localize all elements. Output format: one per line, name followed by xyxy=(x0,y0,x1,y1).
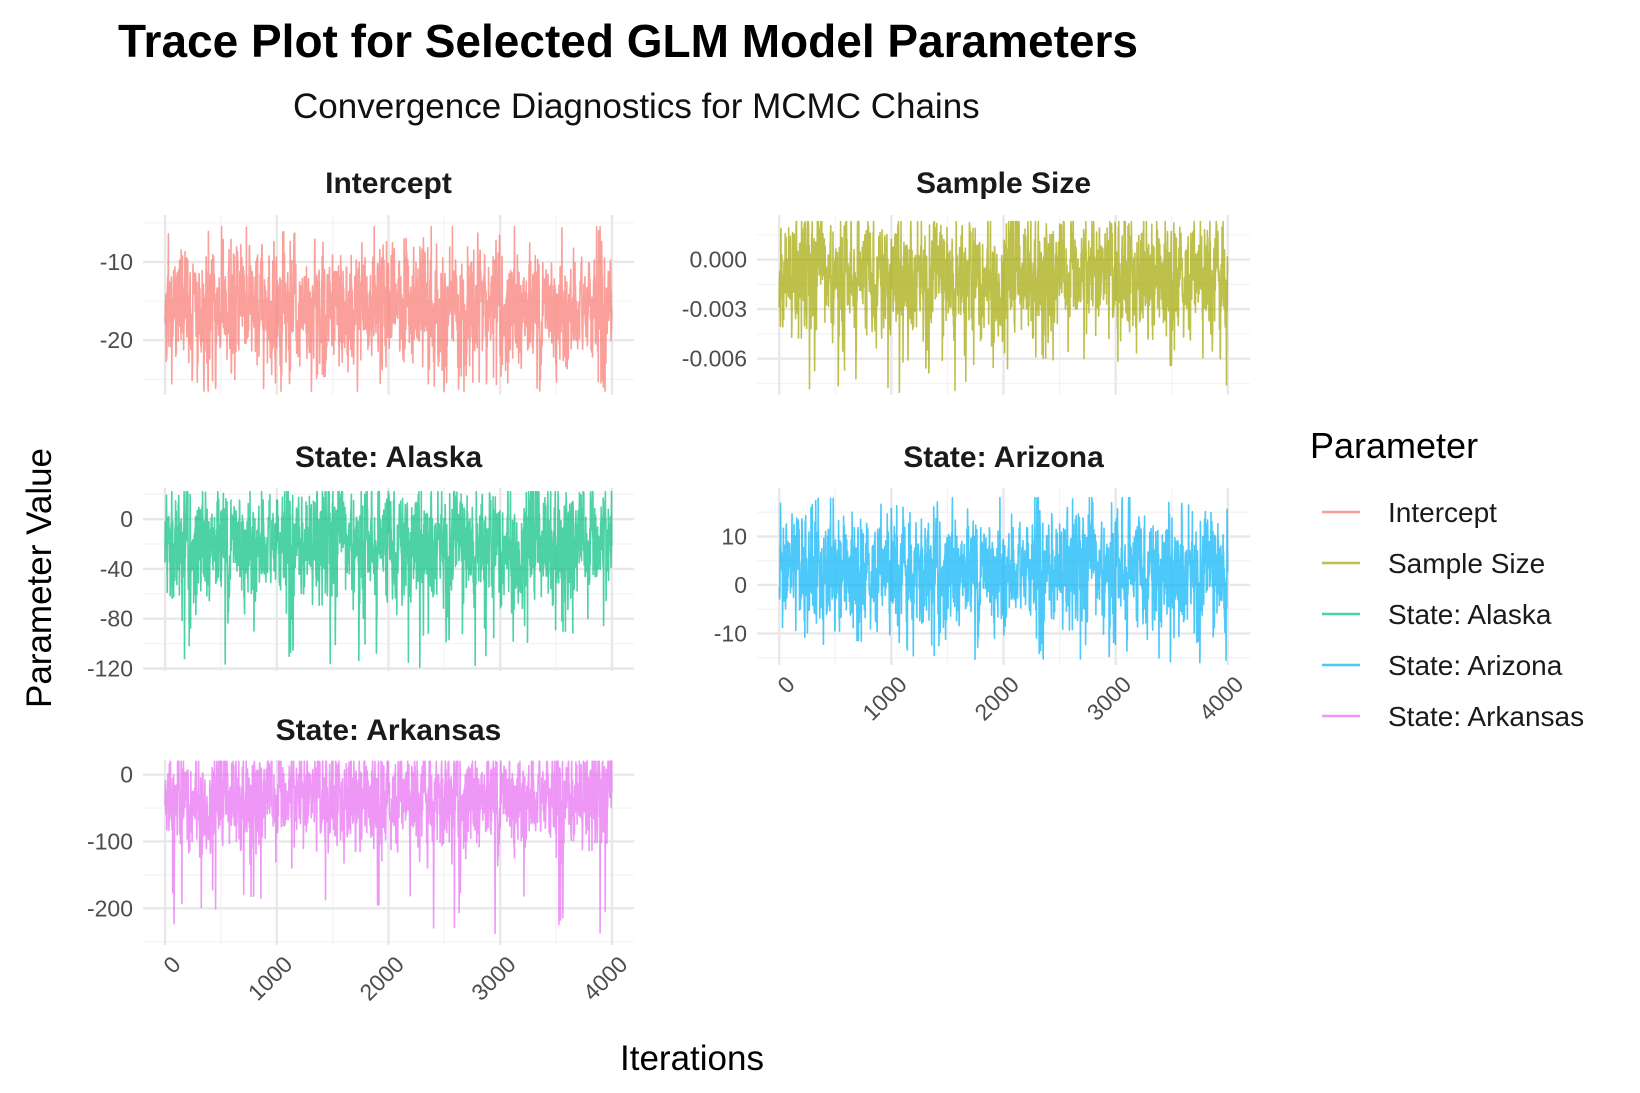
legend-label-state-arkansas: State: Arkansas xyxy=(1388,701,1584,732)
y-tick-label: -0.003 xyxy=(682,296,747,322)
x-axis-title: Iterations xyxy=(620,1039,764,1078)
facet-label-state-arizona: State: Arizona xyxy=(903,441,1104,474)
facet-label-intercept: Intercept xyxy=(325,167,452,200)
x-tick-label: 0 xyxy=(158,951,185,978)
x-tick-label: 3000 xyxy=(1082,671,1137,726)
legend-label-state-arizona: State: Arizona xyxy=(1388,650,1563,681)
panel-labels: -10 -20 Intercept 0.000 -0.003 -0.006 Sample S… xyxy=(87,167,1248,1006)
trace-line-state-alaska xyxy=(164,490,613,669)
y-tick-label: -10 xyxy=(714,620,747,646)
facet-label-sample-size: Sample Size xyxy=(916,167,1091,200)
trace-line-state-arizona xyxy=(778,496,1229,664)
facet-label-state-arkansas: State: Arkansas xyxy=(276,714,502,747)
x-tick-label: 2000 xyxy=(969,671,1024,726)
y-tick-label: -0.006 xyxy=(682,346,747,372)
trace-lines xyxy=(164,220,1229,935)
y-tick-label: 0.000 xyxy=(689,247,747,273)
legend-label-sample-size: Sample Size xyxy=(1388,548,1545,579)
chart-title: Trace Plot for Selected GLM Model Parame… xyxy=(118,15,1138,67)
x-tick-label: 1000 xyxy=(857,671,912,726)
chart-subtitle: Convergence Diagnostics for MCMC Chains xyxy=(293,87,980,126)
y-tick-label: -80 xyxy=(100,606,133,632)
y-tick-label: -10 xyxy=(100,249,133,275)
trace-line-sample-size xyxy=(778,220,1229,394)
x-tick-label: 2000 xyxy=(354,951,409,1006)
x-tick-label: 3000 xyxy=(466,951,521,1006)
x-tick-label: 4000 xyxy=(1194,671,1249,726)
y-tick-label: -100 xyxy=(87,828,133,854)
trace-line-intercept xyxy=(164,225,613,392)
legend-title: Parameter xyxy=(1310,425,1478,466)
y-tick-label: -40 xyxy=(100,556,133,582)
y-tick-label: 0 xyxy=(734,572,747,598)
legend-label-intercept: Intercept xyxy=(1388,497,1497,528)
y-tick-label: 0 xyxy=(120,762,133,788)
facet-label-state-alaska: State: Alaska xyxy=(295,441,483,474)
y-tick-label: -200 xyxy=(87,895,133,921)
x-tick-label: 4000 xyxy=(578,951,633,1006)
y-tick-label: -20 xyxy=(100,327,133,353)
trace-line-state-arkansas xyxy=(164,760,613,935)
y-axis-title: Parameter Value xyxy=(20,448,59,708)
y-tick-label: -120 xyxy=(87,656,133,682)
y-tick-label: 10 xyxy=(721,523,747,549)
legend: Parameter Intercept Sample Size State: Ala… xyxy=(1310,425,1584,732)
y-tick-label: 0 xyxy=(120,506,133,532)
x-tick-label: 1000 xyxy=(243,951,298,1006)
x-tick-label: 0 xyxy=(772,671,799,698)
legend-label-state-alaska: State: Alaska xyxy=(1388,599,1552,630)
